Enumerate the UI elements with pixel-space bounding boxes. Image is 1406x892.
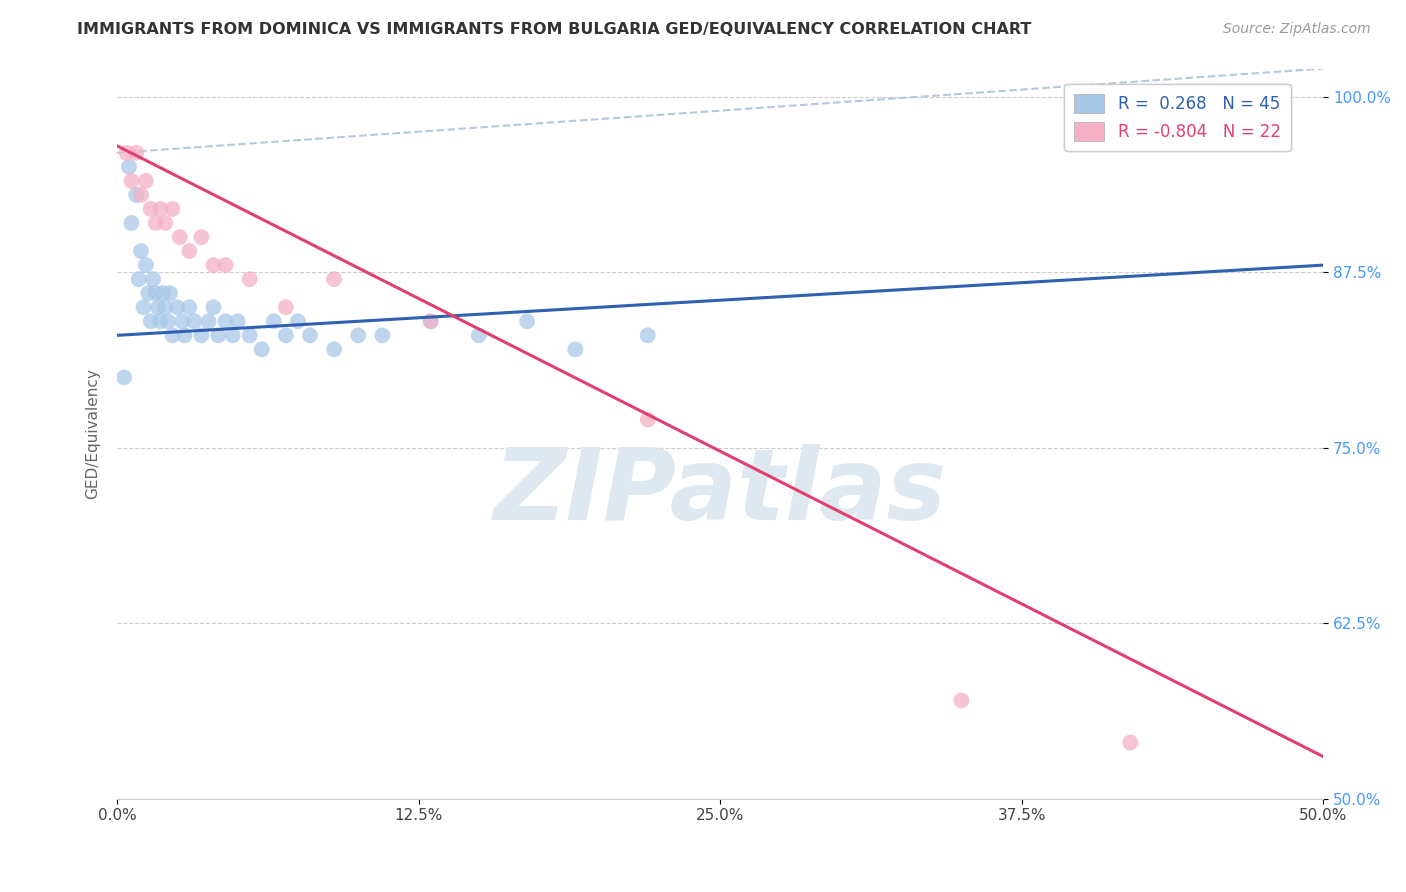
Point (214, 314, 236, 328)
Point (950, 693, 973, 707)
Point (149, 202, 172, 216)
Point (149, 314, 172, 328)
Legend: R =  0.268   N = 45, R = -0.804   N = 22: R = 0.268 N = 45, R = -0.804 N = 22 (1064, 84, 1291, 151)
Point (190, 328, 212, 343)
Point (274, 328, 297, 343)
Point (120, 216, 142, 230)
Point (118, 160, 141, 174)
Point (564, 343, 586, 357)
Point (159, 286, 181, 301)
Point (468, 328, 491, 343)
Point (214, 258, 236, 272)
Point (419, 314, 441, 328)
Point (274, 300, 297, 314)
Point (637, 328, 659, 343)
Point (135, 174, 157, 188)
Point (132, 300, 155, 314)
Point (516, 314, 538, 328)
Point (202, 300, 225, 314)
Point (125, 145, 148, 160)
Point (222, 328, 245, 343)
Point (323, 343, 346, 357)
Point (250, 343, 273, 357)
Point (202, 258, 225, 272)
Point (226, 314, 249, 328)
Y-axis label: GED/Equivalency: GED/Equivalency (86, 368, 100, 500)
Point (263, 314, 285, 328)
Point (239, 272, 262, 286)
Point (136, 286, 159, 301)
Point (197, 314, 219, 328)
Point (371, 328, 394, 343)
Point (166, 300, 188, 314)
Point (129, 244, 152, 258)
Point (207, 328, 229, 343)
Point (637, 412, 659, 426)
Point (146, 300, 169, 314)
Text: IMMIGRANTS FROM DOMINICA VS IMMIGRANTS FROM BULGARIA GED/EQUIVALENCY CORRELATION: IMMIGRANTS FROM DOMINICA VS IMMIGRANTS F… (77, 22, 1032, 37)
Point (190, 230, 212, 244)
Point (120, 174, 142, 188)
Point (1119, 735, 1142, 749)
Point (128, 272, 150, 286)
Point (129, 188, 152, 202)
Point (287, 314, 309, 328)
Point (347, 328, 370, 343)
Point (152, 286, 174, 301)
Point (169, 230, 191, 244)
Point (155, 216, 177, 230)
Point (145, 286, 167, 301)
Point (179, 244, 201, 258)
Point (179, 300, 201, 314)
Point (135, 258, 157, 272)
Point (115, 145, 138, 160)
Point (172, 314, 194, 328)
Point (183, 314, 205, 328)
Point (142, 272, 165, 286)
Point (162, 202, 184, 216)
Point (155, 300, 177, 314)
Point (156, 314, 179, 328)
Point (323, 272, 346, 286)
Point (112, 370, 135, 384)
Point (125, 188, 148, 202)
Text: ZIPatlas: ZIPatlas (494, 443, 946, 541)
Point (298, 328, 321, 343)
Point (173, 328, 195, 343)
Text: Source: ZipAtlas.com: Source: ZipAtlas.com (1223, 22, 1371, 37)
Point (162, 328, 184, 343)
Point (145, 216, 167, 230)
Point (419, 314, 441, 328)
Point (139, 314, 162, 328)
Point (139, 202, 162, 216)
Point (239, 328, 262, 343)
